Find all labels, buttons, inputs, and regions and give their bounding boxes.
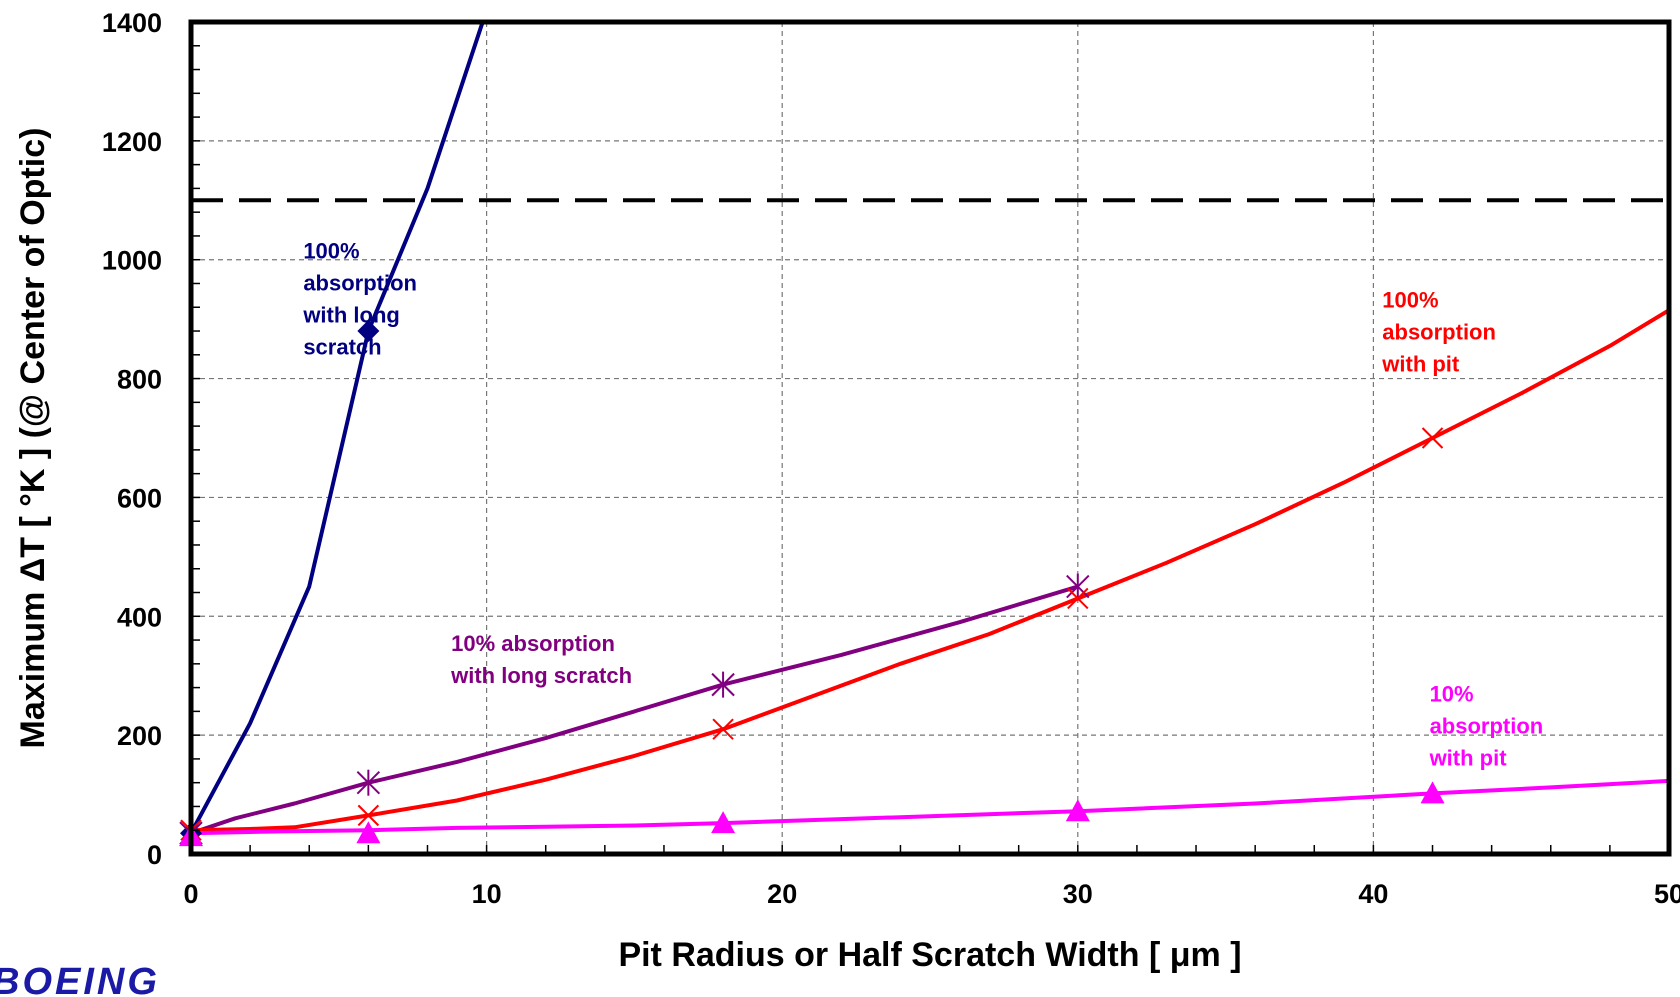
boeing-logo: BOEING [0,961,160,997]
y-tick-label: 1000 [102,246,162,276]
grid-lines [191,22,1669,854]
data-point-abs10_pit [711,811,736,834]
y-tick-label: 200 [117,721,162,751]
annotation-abs100_scratch: 100% [303,239,359,264]
annotation-abs100_pit: 100% [1382,287,1438,312]
annotation-abs10_pit: absorption [1430,713,1544,738]
y-axis-title: Maximum ΔT [ °K ] (@ Center of Optic) [14,128,52,749]
annotation-abs100_scratch: absorption [303,271,417,296]
data-point-abs100_pit [1421,427,1444,449]
tick-labels: 0 10 20 30 40 50 0 200 400 600 800 1000 1200 1400 [102,8,1680,909]
x-tick-label: 30 [1063,879,1093,909]
data-point-abs100_pit [712,718,734,740]
x-axis-title: Pit Radius or Half Scratch Width [ μm ] [618,936,1241,974]
x-tick-label: 40 [1358,879,1388,909]
y-tick-label: 400 [117,602,162,632]
y-tick-label: 0 [147,840,162,870]
annotation-abs100_scratch: with long [302,303,400,328]
series-annotations: 100% absorption with long scratch 10% absorp… [302,239,1543,771]
x-tick-label: 50 [1654,879,1680,909]
series-line-abs10_scratch [191,584,1079,836]
plot-frame [188,19,1672,857]
annotation-abs100_scratch: scratch [303,335,381,360]
y-tick-label: 800 [117,365,162,395]
data-point-abs10_scratch [1066,573,1090,600]
x-tick-label: 20 [767,879,797,909]
series-lines [191,22,1669,836]
data-point-abs100_pit [1067,587,1089,610]
data-point-abs10_scratch [356,769,381,796]
series-line-abs100_scratch [191,22,485,835]
data-point-abs100_pit [357,804,380,827]
data-point-abs10_pit [356,821,381,844]
y-tick-label: 600 [117,483,162,513]
annotation-abs10_pit: 10% [1430,681,1474,706]
data-point-abs100_scratch [357,320,380,343]
data-point-abs10_pit [1420,781,1445,804]
annotation-abs10_scratch: with long scratch [450,663,632,688]
annotation-abs10_scratch: 10% absorption [451,631,615,656]
annotation-abs100_pit: with pit [1381,351,1460,376]
annotation-abs10_pit: with pit [1429,745,1508,770]
annotation-abs100_pit: absorption [1382,319,1496,344]
series-markers [179,320,1445,847]
x-tick-label: 0 [183,879,198,909]
x-tick-label: 10 [472,879,502,909]
minor-ticks [190,21,1670,855]
data-point-abs10_pit [1065,799,1090,822]
y-tick-label: 1200 [102,127,162,157]
data-point-abs10_scratch [711,671,735,698]
y-tick-label: 1400 [102,8,162,38]
